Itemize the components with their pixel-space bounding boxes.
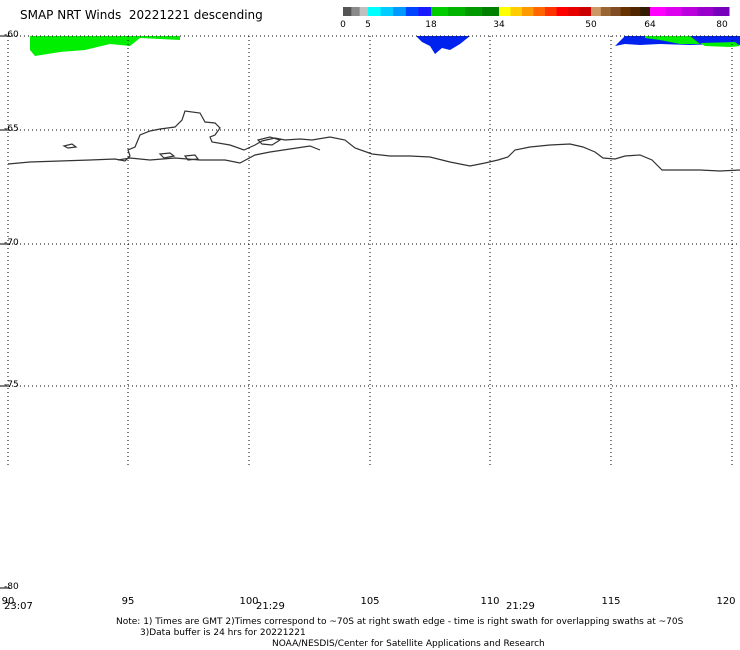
colorbar-swatch xyxy=(640,7,651,16)
colorbar-swatch xyxy=(556,7,569,16)
note-line-1: Note: 1) Times are GMT 2)Times correspon… xyxy=(116,617,684,627)
lat-label-70: -70 xyxy=(4,238,19,248)
colorbar-tick-34: 34 xyxy=(493,20,505,30)
colorbar-swatch xyxy=(482,7,500,16)
swath-time-1: 23:07 xyxy=(4,601,33,612)
colorbar-swatch xyxy=(368,7,382,16)
colorbar-swatch xyxy=(510,7,523,16)
colorbar-swatch xyxy=(568,7,580,16)
note-line-2: 3)Data buffer is 24 hrs for 20221221 xyxy=(140,628,306,638)
colorbar-swatch xyxy=(448,7,466,16)
lat-label-60: -60 xyxy=(4,30,19,40)
colorbar-swatch xyxy=(600,7,612,16)
colorbar-swatch xyxy=(697,7,714,16)
colorbar-swatch xyxy=(591,7,602,16)
colorbar-swatch xyxy=(620,7,631,16)
coastline xyxy=(7,110,740,172)
colorbar-tick-5: 5 xyxy=(365,20,371,30)
lon-label-100: 100 xyxy=(239,596,259,607)
swath-time-2: 21:29 xyxy=(256,601,285,612)
colorbar-gradient xyxy=(343,7,730,16)
colorbar-swatch xyxy=(579,7,592,16)
swath-green-left xyxy=(30,36,180,56)
colorbar-swatch xyxy=(650,7,667,16)
colorbar-swatch xyxy=(610,7,621,16)
colorbar-tick-80: 80 xyxy=(716,20,728,30)
swath-green-right xyxy=(645,36,700,44)
swath-blue-middle xyxy=(416,36,470,54)
map-grid xyxy=(7,35,740,465)
colorbar-swatch xyxy=(681,7,698,16)
colorbar-tick-0: 0 xyxy=(340,20,346,30)
colorbar-swatch xyxy=(522,7,534,16)
colorbar-swatch xyxy=(359,7,369,16)
colorbar-swatch xyxy=(533,7,546,16)
colorbar-swatch xyxy=(351,7,361,16)
lat-label-80: -80 xyxy=(4,582,19,592)
colorbar-swatch xyxy=(465,7,483,16)
colorbar-swatch xyxy=(343,7,352,16)
swath-time-3: 21:29 xyxy=(506,601,535,612)
wind-swaths xyxy=(30,36,740,56)
colorbar-swatch xyxy=(431,7,449,16)
lon-label-105: 105 xyxy=(360,596,380,607)
lat-ticks xyxy=(0,35,10,589)
colorbar-swatch xyxy=(713,7,730,16)
swath-green-right-tail xyxy=(700,42,740,47)
colorbar-swatch xyxy=(665,7,683,16)
colorbar-swatch xyxy=(499,7,511,16)
colorbar-tick-64: 64 xyxy=(644,20,656,30)
colorbar-tick-18: 18 xyxy=(425,20,437,30)
lon-label-110: 110 xyxy=(480,596,500,607)
map-title: SMAP NRT Winds 20221221 descending xyxy=(20,8,263,22)
lon-label-115: 115 xyxy=(601,596,621,607)
colorbar-swatch xyxy=(545,7,557,16)
lon-label-90: 90 xyxy=(1,596,15,607)
colorbar-swatch xyxy=(418,7,432,16)
colorbar-tick-50: 50 xyxy=(585,20,597,30)
colorbar-swatch xyxy=(405,7,419,16)
lat-label-65: -65 xyxy=(4,124,19,134)
lon-label-95: 95 xyxy=(121,596,135,607)
colorbar-swatch xyxy=(630,7,641,16)
lat-label-75: -75 xyxy=(4,380,19,390)
wind-speed-colorbar: 0 5 18 34 50 64 80 xyxy=(0,0,740,34)
lon-label-120: 120 xyxy=(716,596,736,607)
credit-line: NOAA/NESDIS/Center for Satellite Applica… xyxy=(272,639,545,649)
colorbar-swatch xyxy=(393,7,407,16)
colorbar-swatch xyxy=(380,7,394,16)
